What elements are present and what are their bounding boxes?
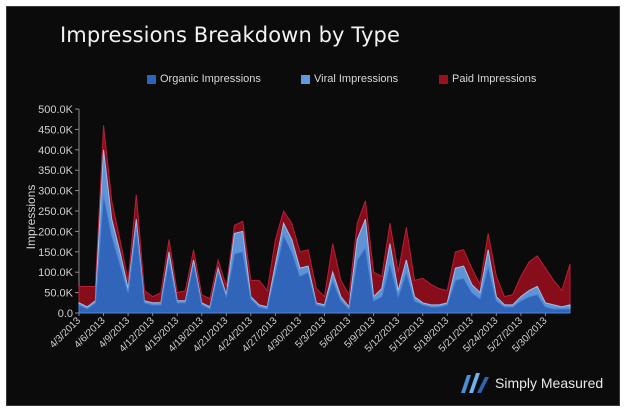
y-tick-label: 300.0K [38, 186, 74, 198]
brand-logo: Simply Measured [459, 371, 603, 395]
legend-swatch-paid [439, 74, 448, 84]
y-tick-label: 0.0 [58, 308, 73, 320]
legend-swatch-viral [301, 74, 310, 84]
legend-item-viral: Viral Impressions [301, 73, 398, 85]
area-series-organic-impressions [78, 194, 571, 314]
legend-swatch-organic [147, 74, 156, 84]
y-tick-label: 200.0K [38, 226, 74, 238]
y-tick-label: 500.0K [38, 104, 74, 116]
y-tick-label: 350.0K [38, 165, 74, 177]
legend-label-viral: Viral Impressions [314, 73, 399, 85]
y-tick-label: 100.0K [38, 267, 74, 279]
y-tick-label: 400.0K [38, 145, 74, 157]
chart-title: Impressions Breakdown by Type [60, 23, 400, 47]
legend-label-organic: Organic Impressions [160, 73, 261, 85]
legend-item-paid: Paid Impressions [439, 73, 536, 85]
y-tick-label: 450.0K [38, 124, 74, 136]
legend-item-organic: Organic Impressions [147, 73, 261, 85]
chart-frame: Impressions Breakdown by Type Organic Im… [6, 6, 620, 406]
y-tick-label: 150.0K [38, 247, 74, 259]
simply-measured-logo-icon [461, 373, 489, 393]
legend-label-paid: Paid Impressions [452, 73, 537, 85]
chart-legend: Organic Impressions Viral Impressions Pa… [7, 73, 621, 89]
y-tick-label: 50.0K [44, 288, 73, 300]
brand-name: Simply Measured [495, 375, 604, 391]
area-series-paid-impressions [78, 125, 571, 314]
chart-plot-area: 0.0 50.0K 100.0K 150.0K 200.0K 250.0K 300.0K 35… [38, 104, 571, 355]
y-tick-label: 250.0K [38, 206, 74, 218]
